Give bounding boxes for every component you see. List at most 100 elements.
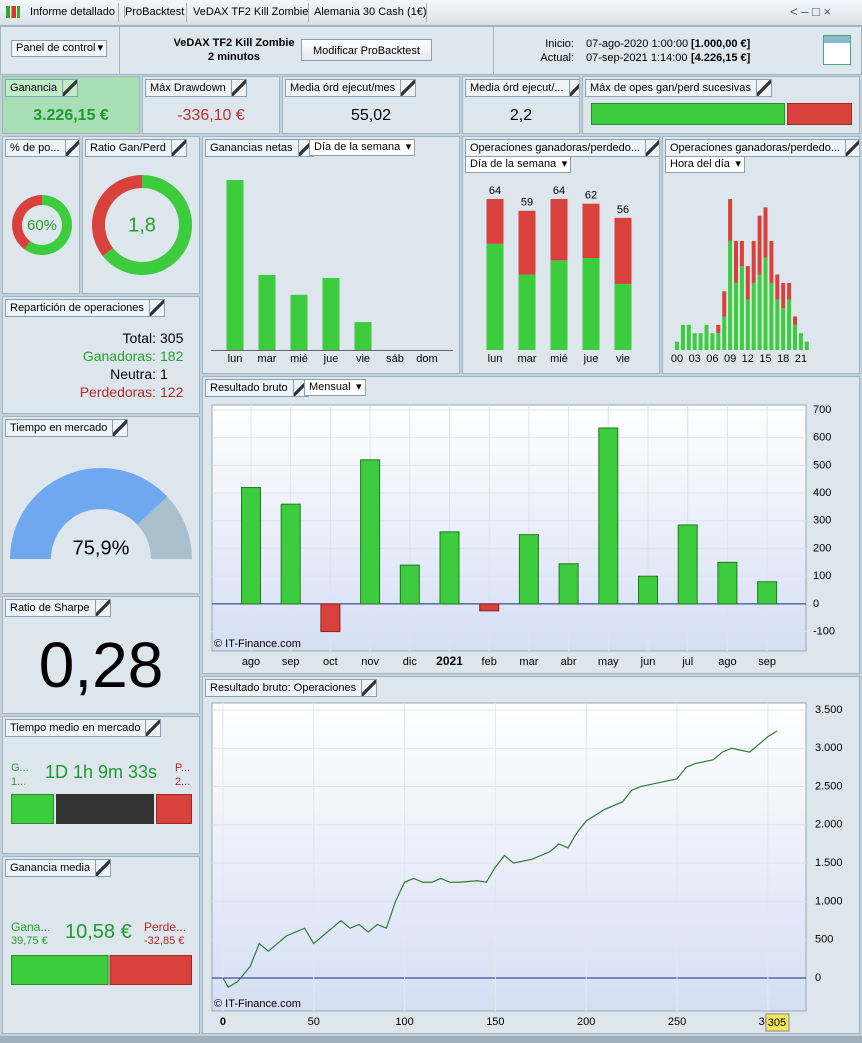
bar [598,427,619,605]
plot-area [211,404,807,652]
y-tick-label: 1.500 [815,857,843,869]
bar [638,575,658,605]
bar-segment [769,240,774,283]
y-tick-label: 3.500 [815,704,843,716]
dropdown[interactable]: Mensual [304,379,366,396]
bar-segment [675,341,679,350]
x-tick-label: 15 [759,353,771,365]
y-tick-label: 2.000 [815,819,843,831]
chart-panel: -100 0 100 200 300 400 500 600 700 ago sep oct nov di… [202,376,860,674]
tab-icon [6,6,20,18]
bar-segment [582,203,600,258]
x-tick-label: 09 [724,353,736,365]
chart-panel: 64 lun 59 mar 64 mié 62 jue 56 vie Operaciones ga… [462,136,660,374]
dropdown[interactable]: Hora del día [665,156,745,173]
gain-bars [11,955,192,985]
x-tick-label: lun [488,353,503,365]
bar [677,524,698,605]
menu-dropdown[interactable]: Panel de control [11,40,107,57]
bar-segment [763,207,768,258]
x-tick-label: 2021 [436,654,463,668]
gauge: 75,9% [10,468,192,559]
x-tick-label: jue [323,353,339,365]
current-capital: [4.226,15 €] [691,52,751,64]
gauge-value [10,468,168,559]
separator [493,27,494,74]
panel-header: Tiempo medio en mercado [5,719,162,737]
sharpe-panel: Ratio de Sharpe 0,28 [2,596,200,714]
loss-label: P... [175,762,191,774]
chart: lun mar mié jue vie sáb dom [211,180,453,365]
x-tick-label: dic [403,656,418,668]
tab[interactable]: Alemania 30 Cash (1€) [314,6,427,18]
split-value: 305 [160,330,184,346]
panel-header: Operaciones ganadoras/perdedo... [665,139,859,157]
toolbar: Panel de control VeDAX TF2 Kill Zombie 2… [0,26,862,75]
split-label: Perdedoras: [79,384,156,400]
avg-gain-value: 10,58 € [65,921,132,943]
bar-segment [751,240,756,283]
separator [186,3,187,22]
gauge-rest [137,496,192,559]
bar-segment [582,257,600,350]
panel-header: Ratio Gan/Perd [85,139,187,157]
bar-segment [680,324,685,350]
tab[interactable]: VeDAX TF2 Kill Zombie [193,6,309,18]
split-value: 182 [160,348,184,364]
panel-header: Resultado bruto [205,379,309,397]
report-icon[interactable] [823,35,851,65]
bar-segment [734,282,738,350]
x-tick-label: dom [416,353,437,365]
tab[interactable]: ProBacktest [124,6,185,18]
bar [360,459,381,605]
dropdown[interactable]: Día de la semana [309,139,416,156]
total-label: 62 [585,190,597,202]
bar-segment [614,283,632,350]
donut: 1,8 [92,175,192,275]
sharpe-value: 0,28 [38,629,164,701]
bar-segment [518,274,536,350]
credit: © IT-Finance.com [214,638,301,650]
metric-panel: Media órd ejecut/mes 55,02 [282,76,460,134]
bar-segment [728,199,733,241]
bar [479,603,500,612]
metric-panel: Máx Drawdown -336,10 € [142,76,280,134]
chart-panel: 00 03 06 09 12 15 18 21 Operaciones ganadoras/p… [662,136,860,374]
y-tick-label: 400 [813,487,831,499]
modify-button[interactable]: Modificar ProBacktest [301,39,432,61]
avg-gain-panel: Ganancia media Gana... 39,75 € 10,58 € P… [2,856,200,1034]
metric-panel: Media órd ejecut/... 2,2 [462,76,580,134]
bar-segment [787,282,792,300]
bar-segment [745,299,750,350]
x-tick-label: 00 [671,353,683,365]
tab[interactable]: Informe detallado [30,6,115,18]
chart: -100 0 100 200 300 400 500 600 700 ago sep oct nov di… [211,404,835,668]
start-capital: [1.000,00 €] [691,38,751,50]
x-tick-label: jun [640,656,656,668]
avg-time-panel: Tiempo medio en mercado G... 1... 1D 1h … [2,716,200,854]
donut-panel: % de po... 60% [2,136,80,294]
separator [118,3,119,22]
bar-segment [757,274,762,350]
metric-panel: Ganancia 3.226,15 € [2,76,140,134]
window-buttons[interactable]: < – □ × [790,4,832,19]
y-tick-label: 3.000 [815,742,843,754]
split-label: Total: [122,330,156,346]
x-tick-label: 03 [689,353,701,365]
x-tick-label: 250 [668,1016,686,1028]
dropdown[interactable]: Día de la semana [465,156,572,173]
bar [320,603,341,633]
bar-segment [769,282,774,350]
win-label: G... [11,762,29,774]
win-value: 39,75 € [11,935,48,947]
bar [226,180,244,350]
y-tick-label: -100 [813,626,835,638]
donut: 60% [11,195,72,255]
x-tick-label: 18 [777,353,789,365]
separator [308,3,309,22]
x-tick-label: lun [228,353,243,365]
bar-segment [704,324,709,350]
trade-split-panel: Repartición de operaciones Total: 305 Ga… [2,296,200,414]
